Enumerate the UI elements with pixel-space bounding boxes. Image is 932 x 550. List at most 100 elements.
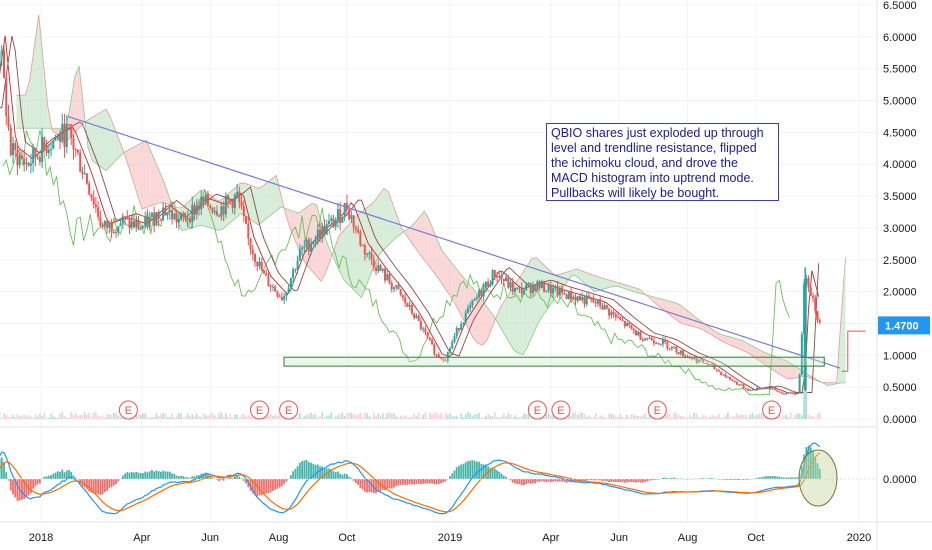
macd-histogram-bar [7, 479, 10, 481]
candle-body [700, 359, 703, 361]
macd-histogram-bar [742, 479, 745, 480]
ichimoku-cloud-segment [74, 65, 80, 134]
macd-histogram-bar [641, 479, 644, 483]
macd-histogram-bar [21, 479, 23, 500]
volume-bar [195, 413, 198, 419]
candle-body [345, 203, 348, 210]
candle-body [45, 145, 48, 153]
earnings-marker-label: E [654, 405, 661, 417]
candle-body [61, 123, 64, 142]
macd-histogram-bar [346, 474, 348, 479]
candle-body [20, 155, 23, 159]
macd-histogram-bar [222, 479, 225, 481]
volume-bar [79, 415, 82, 419]
time-tick-label: Aug [269, 532, 289, 544]
macd-histogram-bar [677, 478, 680, 480]
volume-bar [83, 412, 86, 419]
candle-body [440, 357, 443, 359]
macd-histogram-bar [623, 479, 626, 483]
volume-bar [0, 417, 3, 419]
candle-body [130, 221, 133, 228]
macd-histogram-bar [332, 471, 335, 479]
candle-body [605, 305, 608, 309]
volume-bar [727, 412, 729, 419]
volume-bar [207, 415, 209, 419]
candle-body [572, 296, 575, 300]
candle-body [444, 360, 447, 362]
candle-body [464, 312, 467, 323]
time-tick-label: Apr [133, 532, 150, 544]
volume-bar [646, 417, 649, 419]
candle-body [366, 253, 369, 255]
ichimoku-cloud-segment [755, 347, 761, 362]
annotation-box[interactable]: QBIO shares just exploded up through lev… [546, 123, 779, 201]
macd-histogram-bar [144, 471, 147, 479]
volume-bar [601, 415, 604, 419]
volume-bar [720, 417, 722, 419]
ichimoku-cloud-segment [787, 361, 792, 379]
volume-bar [446, 414, 449, 419]
candle-body [139, 228, 142, 230]
volume-bar [738, 415, 740, 419]
candle-body [617, 317, 620, 319]
macd-histogram-bar [370, 479, 373, 493]
ichimoku-cloud-segment [303, 206, 308, 267]
time-tick-label: Aug [678, 532, 698, 544]
candle-body [487, 281, 490, 287]
volume-bar [697, 417, 700, 419]
candle-body [247, 223, 250, 239]
volume-bar [731, 416, 734, 419]
volume-bar [240, 415, 243, 419]
macd-histogram-bar [565, 479, 568, 483]
volume-bar [43, 412, 46, 419]
volume-bar [166, 417, 169, 419]
macd-histogram-bar [52, 473, 55, 479]
candle-body [798, 374, 801, 394]
macd-histogram-bar [547, 479, 550, 482]
volume-bar [243, 413, 245, 419]
candle-body [574, 296, 577, 301]
forward-cloud-edge [841, 330, 866, 372]
macd-histogram-bar [157, 471, 160, 479]
candle-body [213, 211, 216, 213]
macd-histogram-bar [480, 463, 483, 479]
macd-histogram-bar [791, 477, 794, 479]
volume-bar [610, 413, 613, 419]
candle-body [215, 211, 218, 216]
volume-bar [171, 413, 173, 419]
ichimoku-cloud-segment [361, 208, 366, 298]
volume-bar [95, 412, 97, 419]
candle-body [0, 52, 1, 68]
ichimoku-cloud-segment [531, 257, 537, 338]
candle-body [117, 226, 120, 233]
ichimoku-cloud-segment [428, 218, 434, 272]
candle-body [592, 298, 595, 302]
candle-body [738, 384, 741, 386]
ichimoku-cloud-segment [504, 293, 510, 343]
ichimoku-cloud-segment [397, 216, 402, 237]
volume-bar [97, 415, 99, 419]
macd-histogram-bar [787, 477, 790, 479]
ichimoku-cloud-segment [155, 161, 160, 205]
volume-bar [72, 415, 75, 419]
price-tick-label: 2.0000 [883, 287, 917, 299]
ichimoku-cloud-segment [271, 175, 277, 215]
lagging-span [2, 130, 790, 396]
macd-histogram-bar [603, 479, 606, 481]
volume-bar [467, 412, 469, 419]
volume-bar [218, 412, 220, 419]
candle-body [303, 246, 306, 248]
candle-body [749, 389, 752, 391]
volume-bar [265, 416, 268, 419]
macd-histogram-bar [628, 479, 631, 482]
volume-bar [796, 413, 799, 419]
candle-body [715, 369, 718, 371]
macd-histogram-bar [563, 479, 566, 482]
candle-body [401, 295, 404, 298]
candle-body [76, 149, 79, 153]
volume-bar [220, 412, 223, 419]
ichimoku-cloud-segment [773, 356, 779, 374]
candle-body [619, 317, 622, 320]
macd-histogram-bar [56, 471, 59, 479]
